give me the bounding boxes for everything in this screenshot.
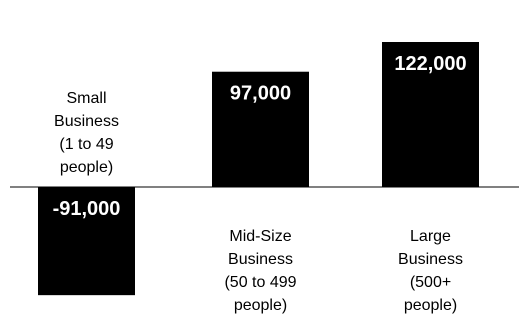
bar-value-label-1: 97,000 — [230, 83, 291, 105]
category-label-0: Small Business (1 to 49 people) — [54, 90, 119, 176]
category-label-line: Business — [228, 251, 293, 268]
category-label-line: Business — [54, 113, 119, 130]
bars-layer — [38, 42, 479, 296]
category-label-line: Small — [66, 90, 106, 107]
bar-value-label-2: 122,000 — [394, 53, 466, 75]
category-label-line: people) — [234, 297, 287, 314]
category-label-line: people) — [404, 297, 457, 314]
category-label-1: Mid-Size Business (50 to 499 people) — [224, 228, 296, 314]
category-label-line: (1 to 49 — [59, 136, 113, 153]
category-label-line: Mid-Size — [229, 228, 291, 245]
labels-layer: -91,000 Small Business (1 to 49 people) 97,00… — [53, 53, 467, 314]
bar-1 — [212, 71, 309, 187]
bar-0 — [38, 187, 135, 296]
category-label-line: Large — [410, 228, 451, 245]
bar-2 — [382, 42, 479, 187]
category-label-line: (500+ — [410, 274, 451, 291]
bar-value-label-0: -91,000 — [53, 198, 121, 220]
category-label-line: (50 to 499 — [224, 274, 296, 291]
category-label-line: people) — [60, 159, 113, 176]
category-label-2: Large Business (500+ people) — [398, 228, 463, 314]
category-label-line: Business — [398, 251, 463, 268]
